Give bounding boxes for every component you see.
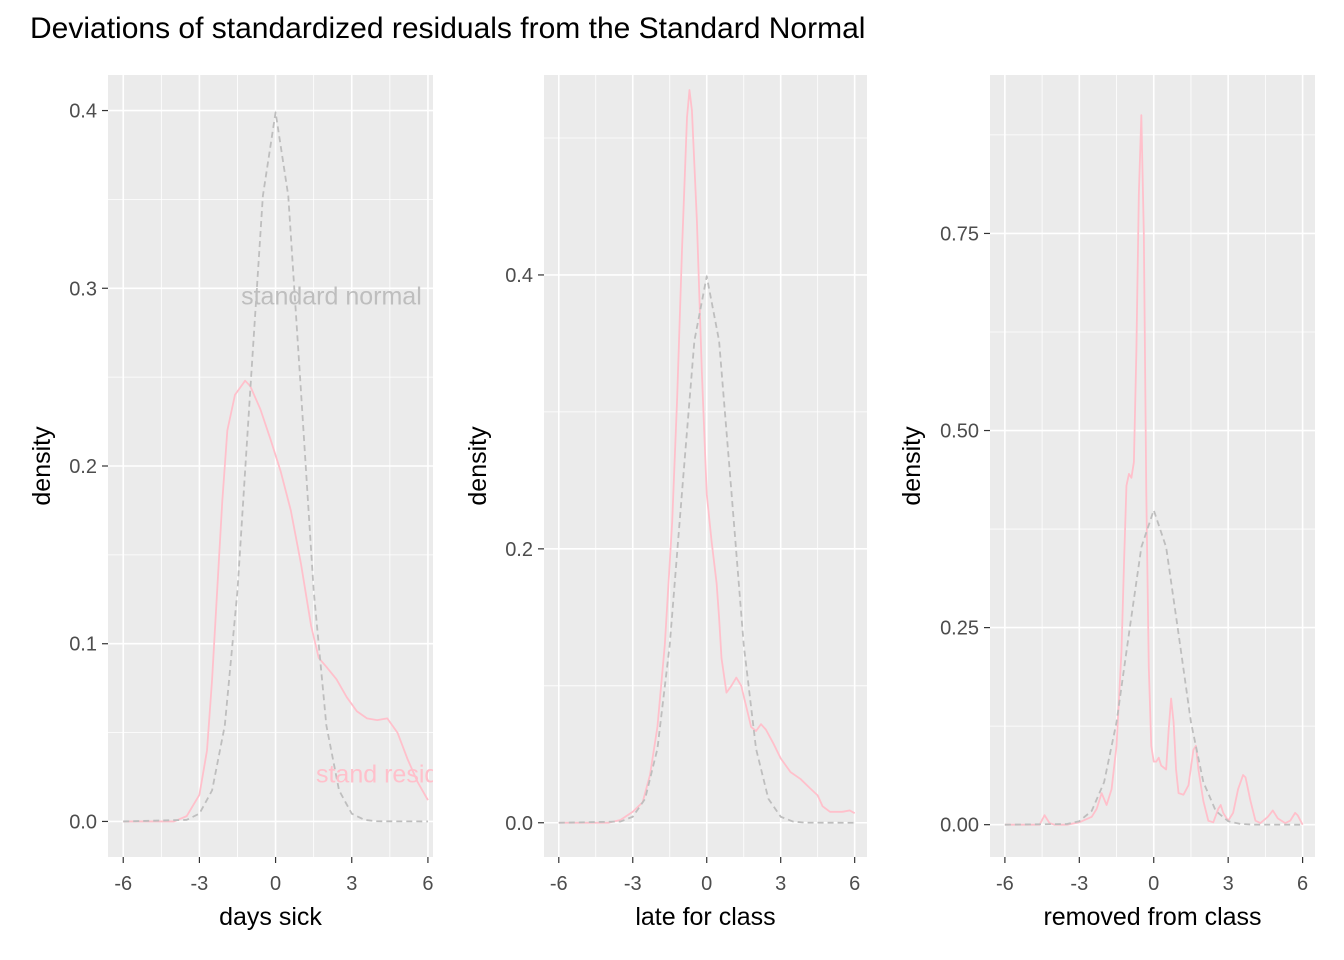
y-tick-label: 0.4 bbox=[505, 265, 533, 287]
y-tick-label: 0.4 bbox=[69, 101, 97, 123]
figure-title: Deviations of standardized residuals fro… bbox=[30, 12, 866, 45]
y-tick-label: 0.0 bbox=[69, 811, 97, 833]
panel-3: -6 -3 0 3 6 0.00 0.25 0.50 0.75 removed from clas… bbox=[898, 75, 1315, 931]
panel-2: -6 -3 0 3 6 0.0 0.2 0.4 late for class density bbox=[464, 75, 867, 931]
y-axis-title: density bbox=[898, 426, 926, 506]
x-tick-label: 6 bbox=[1297, 873, 1308, 895]
normal-density-line bbox=[558, 275, 855, 824]
x-tick-label: -6 bbox=[550, 873, 568, 895]
x-tick-label: 0 bbox=[1148, 873, 1159, 895]
x-tick-label: 3 bbox=[775, 873, 786, 895]
y-tick-label: 0.0 bbox=[505, 813, 533, 835]
residual-density-line bbox=[123, 379, 429, 823]
y-tick-label: 0.1 bbox=[69, 634, 97, 656]
x-tick-label: -6 bbox=[996, 873, 1014, 895]
normal-density-line bbox=[1004, 509, 1303, 826]
x-tick-label: 6 bbox=[849, 873, 860, 895]
x-axis-title: removed from class bbox=[1043, 903, 1261, 931]
y-tick-label: 0.50 bbox=[940, 421, 979, 443]
y-tick-label: 0.2 bbox=[69, 456, 97, 478]
x-tick-label: 0 bbox=[701, 873, 712, 895]
x-tick-label: 3 bbox=[1223, 873, 1234, 895]
residual-annotation: stand resid bbox=[316, 760, 438, 788]
x-tick-label: -3 bbox=[191, 873, 209, 895]
x-axis-title: days sick bbox=[219, 903, 322, 931]
panel-1: -6 -3 0 3 6 0.0 0.1 0.2 0.3 0.4 standard normal sta… bbox=[28, 75, 438, 931]
y-tick-label: 0.00 bbox=[940, 815, 979, 837]
y-tick-label: 0.3 bbox=[69, 278, 97, 300]
x-tick-label: 6 bbox=[422, 873, 433, 895]
y-axis-title: density bbox=[464, 426, 492, 506]
x-tick-label: -3 bbox=[624, 873, 642, 895]
y-tick-label: 0.2 bbox=[505, 539, 533, 561]
x-axis-title: late for class bbox=[635, 903, 775, 931]
residual-density-line bbox=[1004, 114, 1304, 826]
x-tick-label: 0 bbox=[270, 873, 281, 895]
x-tick-label: -3 bbox=[1070, 873, 1088, 895]
y-axis-title: density bbox=[28, 426, 56, 506]
normal-annotation: standard normal bbox=[241, 282, 422, 310]
y-tick-label: 0.25 bbox=[940, 618, 979, 640]
x-tick-label: -6 bbox=[114, 873, 132, 895]
x-tick-label: 3 bbox=[346, 873, 357, 895]
y-tick-label: 0.75 bbox=[940, 223, 979, 245]
residual-density-line bbox=[558, 89, 856, 824]
plot-background bbox=[990, 75, 1315, 857]
